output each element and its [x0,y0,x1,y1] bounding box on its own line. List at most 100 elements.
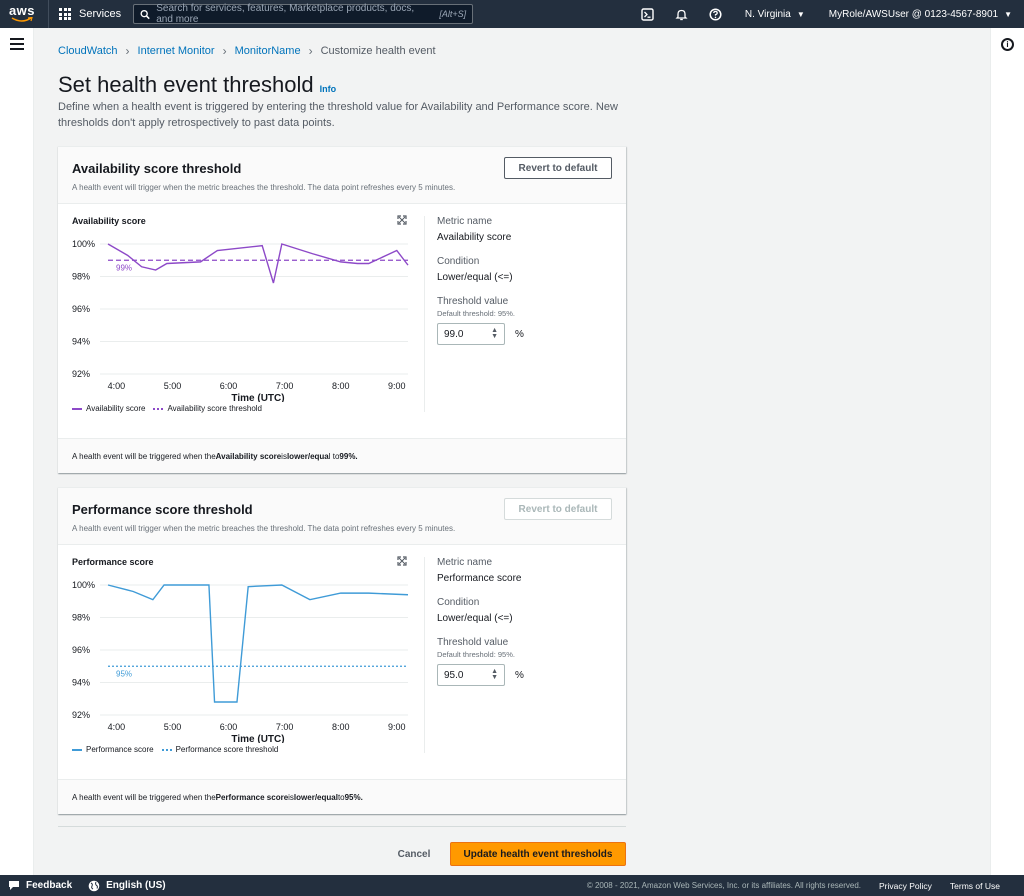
availability-panel-header: Availability score threshold A health ev… [58,147,626,204]
y-tick-label: 96% [72,645,90,655]
performance-panel-footer: A health event will be triggered when th… [58,779,626,814]
services-grid-icon [59,8,71,20]
availability-threshold-input[interactable]: 99.0 ▲ ▼ [437,323,505,345]
left-rail [0,28,34,875]
account-label: MyRole/AWSUser @ 0123-4567-8901 [828,8,999,20]
legend-dashed-swatch [153,407,164,410]
performance-threshold-input[interactable]: 95.0 ▲ ▼ [437,664,505,686]
cancel-button[interactable]: Cancel [397,848,431,860]
y-tick-label: 96% [72,304,90,314]
x-tick-label: 9:00 [388,381,406,391]
expand-icon[interactable] [397,556,407,566]
performance-threshold-value: 95.0 [444,669,464,681]
legend-dashed-swatch [161,748,172,751]
form-divider [58,826,626,827]
copyright-text: © 2008 - 2021, Amazon Web Services, Inc.… [586,881,862,890]
expand-icon[interactable] [397,215,407,225]
performance-revert-button[interactable]: Revert to default [504,498,612,520]
condition-value: Lower/equal (<=) [437,613,513,624]
aws-smile-icon [11,17,33,22]
search-placeholder: Search for services, features, Marketpla… [156,3,415,25]
footer-text-pre: A health event will be triggered when th… [72,451,216,461]
legend-solid-swatch [72,407,82,410]
services-menu-button[interactable]: Services [59,0,121,28]
condition-label: Condition [437,256,480,267]
availability-revert-button[interactable]: Revert to default [504,157,612,179]
footer-condition: lower/equal [293,792,338,802]
feedback-icon [9,881,19,890]
performance-chart-title: Performance score [72,557,154,567]
info-link[interactable]: Info [319,84,337,94]
nav-separator [48,0,49,28]
stepper-icon[interactable]: ▲ ▼ [491,327,498,340]
region-label: N. Virginia [744,8,791,20]
x-tick-label: 6:00 [220,722,238,732]
right-rail: i [990,28,1024,875]
language-selector[interactable]: English (US) [88,880,166,892]
y-tick-label: 98% [72,272,90,282]
threshold-hint: Default threshold: 95%. [437,309,515,318]
availability-metric-details: Metric name Availability score Condition… [437,216,617,358]
feedback-button[interactable]: Feedback [8,880,72,891]
feedback-label: Feedback [26,880,73,891]
threshold-value-label: Threshold value [437,296,509,307]
x-tick-label: 9:00 [388,722,406,732]
cloudshell-icon [641,7,655,21]
y-tick-label: 100% [72,580,95,590]
footer-text-post: l to [328,451,340,461]
y-tick-label: 94% [72,337,90,347]
series-line [107,243,409,284]
performance-panel-body: Performance score 92% 94% 96% 98% 100% 4:00 5:… [58,545,626,779]
search-input[interactable]: Search for services, features, Marketpla… [133,3,474,25]
page-description: Define when a health event is triggered … [58,101,618,129]
breadcrumb-internet-monitor[interactable]: Internet Monitor [137,45,215,57]
availability-threshold-value: 99.0 [444,328,464,340]
metric-name-label: Metric name [437,216,493,227]
console-footer: Feedback English (US) © 2008 - 2021, Ama… [0,875,1024,896]
panel-divider [424,557,425,753]
terms-of-use-link[interactable]: Terms of Use [949,880,1000,891]
footer-text-post: to [337,792,345,802]
account-menu[interactable]: MyRole/AWSUser @ 0123-4567-8901 ▼ [817,0,1024,28]
info-panel-icon[interactable]: i [1001,38,1014,51]
caret-down-icon: ▼ [1004,9,1012,19]
footer-text-mid: is [288,792,294,802]
language-label: English (US) [106,880,166,891]
region-selector[interactable]: N. Virginia ▼ [733,0,817,28]
globe-icon [88,880,100,891]
performance-chart: 92% 94% 96% 98% 100% 4:00 5:00 6:00 7:00 8:00 9:00… [72,580,409,743]
availability-chart: 92% 94% 96% 98% 100% 4:00 5:00 6:00 7:00 8:00 9:00… [72,239,409,402]
stepper-icon[interactable]: ▲ ▼ [491,668,498,681]
breadcrumb-cloudwatch[interactable]: CloudWatch [58,45,118,57]
performance-panel-title: Performance score threshold [72,502,253,517]
panel-divider [424,216,425,412]
top-navigation: aws Services Search for services, featur… [0,0,1024,28]
nav-right-group: N. Virginia ▼ MyRole/AWSUser @ 0123-4567… [631,0,1024,28]
footer-condition: lower/equa [286,451,329,461]
search-icon [140,9,150,19]
help-button[interactable] [699,0,733,28]
breadcrumb-monitor-name[interactable]: MonitorName [234,45,301,57]
x-axis-label: Time (UTC) [231,393,284,402]
x-tick-label: 7:00 [276,381,294,391]
menu-icon[interactable] [10,38,24,50]
availability-panel-subtitle: A health event will trigger when the met… [72,183,456,192]
metric-name-value: Performance score [437,573,522,584]
footer-text-mid: is [281,451,287,461]
notifications-button[interactable] [665,0,699,28]
legend-item-availability-threshold: Availability score threshold [167,404,263,413]
metric-name-value: Availability score [437,232,512,243]
cloudshell-button[interactable] [631,0,665,28]
metric-name-label: Metric name [437,557,493,568]
update-thresholds-button[interactable]: Update health event thresholds [450,842,626,866]
breadcrumb: CloudWatch › Internet Monitor › MonitorN… [58,44,436,58]
privacy-policy-link[interactable]: Privacy Policy [879,880,932,891]
aws-logo[interactable]: aws [4,0,40,28]
breadcrumb-current: Customize health event [320,45,436,57]
threshold-label: 95% [116,669,132,678]
x-tick-label: 8:00 [332,381,350,391]
threshold-label: 99% [116,263,132,272]
footer-text-pre: A health event will be triggered when th… [72,792,216,802]
page-title: Set health event threshold Info [58,72,336,98]
footer-metric: Availability score [215,451,282,461]
